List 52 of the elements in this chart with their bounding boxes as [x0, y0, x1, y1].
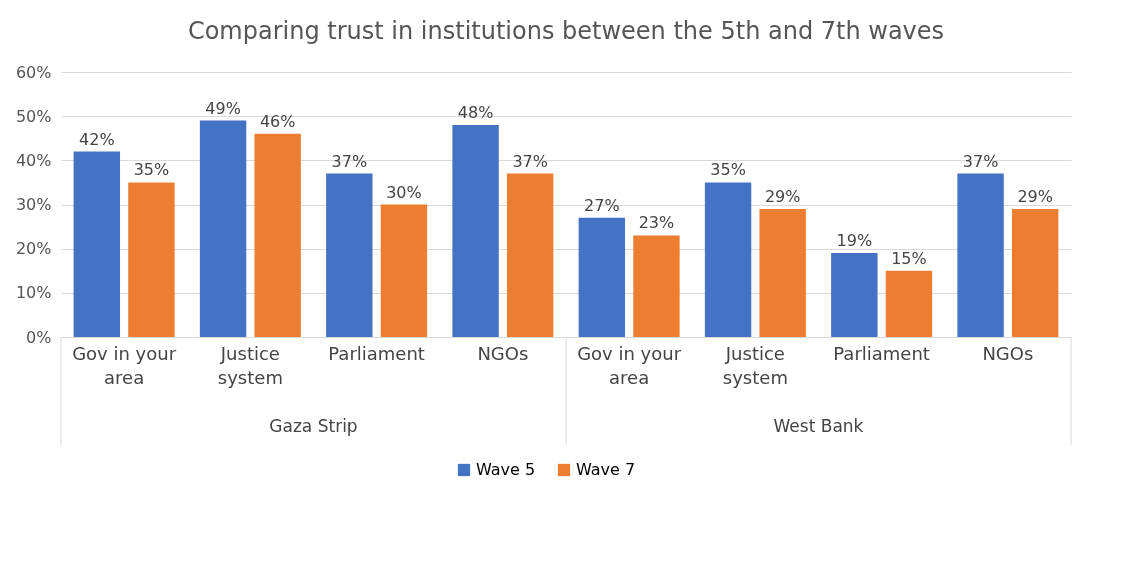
- data-label: 15%: [891, 248, 927, 268]
- x-tick-label: Gov in your area: [72, 342, 177, 388]
- bar: [578, 217, 626, 337]
- data-label: 37%: [512, 151, 548, 171]
- y-tick-label: 60%: [15, 62, 52, 82]
- bar: [254, 133, 301, 337]
- bar: [73, 151, 121, 337]
- data-label: 35%: [133, 160, 170, 180]
- bar: [831, 253, 878, 337]
- bar: [759, 208, 806, 337]
- chart-title: Comparing trust in institutions between the 5th and 7th waves: [187, 17, 945, 45]
- data-label: 29%: [1017, 186, 1053, 206]
- bar: [633, 235, 680, 337]
- text: West Bank: [773, 416, 864, 436]
- data-label: 35%: [710, 160, 746, 180]
- y-tick-label: 10%: [15, 283, 52, 303]
- data-label: 23%: [638, 213, 675, 233]
- bar: [380, 204, 428, 337]
- x-tick-label: NGOs: [982, 342, 1034, 364]
- data-label: 30%: [386, 182, 422, 202]
- x-tick-label: Parliament: [833, 342, 930, 364]
- bar: [957, 173, 1004, 337]
- x-tick-label: Parliament: [328, 342, 425, 364]
- x-tick-label: Justice system: [217, 342, 283, 388]
- data-label: 49%: [205, 98, 241, 118]
- bar: [128, 182, 175, 337]
- y-tick-label: 30%: [15, 195, 52, 214]
- bar: [506, 173, 554, 337]
- bar: [452, 125, 499, 337]
- x-tick-label: NGOs: [477, 342, 529, 364]
- bar: [704, 182, 752, 337]
- data-label: 42%: [79, 129, 115, 149]
- legend-label: Wave 5: [476, 460, 536, 479]
- data-label: 37%: [331, 151, 368, 171]
- y-tick-label: 0%: [26, 327, 52, 347]
- bar: [326, 173, 373, 337]
- data-label: 27%: [584, 195, 620, 215]
- bar: [1011, 208, 1059, 337]
- y-tick-label: 20%: [15, 239, 52, 259]
- data-label: 19%: [836, 231, 873, 251]
- bar: [885, 270, 933, 337]
- data-label: 46%: [259, 111, 296, 131]
- x-tick-label: Justice system: [722, 342, 788, 388]
- data-label: 48%: [457, 103, 494, 122]
- legend-label: Wave 7: [576, 460, 636, 479]
- y-tick-label: 50%: [15, 106, 52, 126]
- text: Gaza Strip: [269, 416, 358, 436]
- data-label: 37%: [962, 151, 999, 171]
- y-tick-label: 40%: [15, 150, 52, 170]
- bar: [199, 120, 247, 337]
- data-label: 29%: [764, 186, 801, 206]
- x-tick-label: Gov in your area: [577, 342, 682, 388]
